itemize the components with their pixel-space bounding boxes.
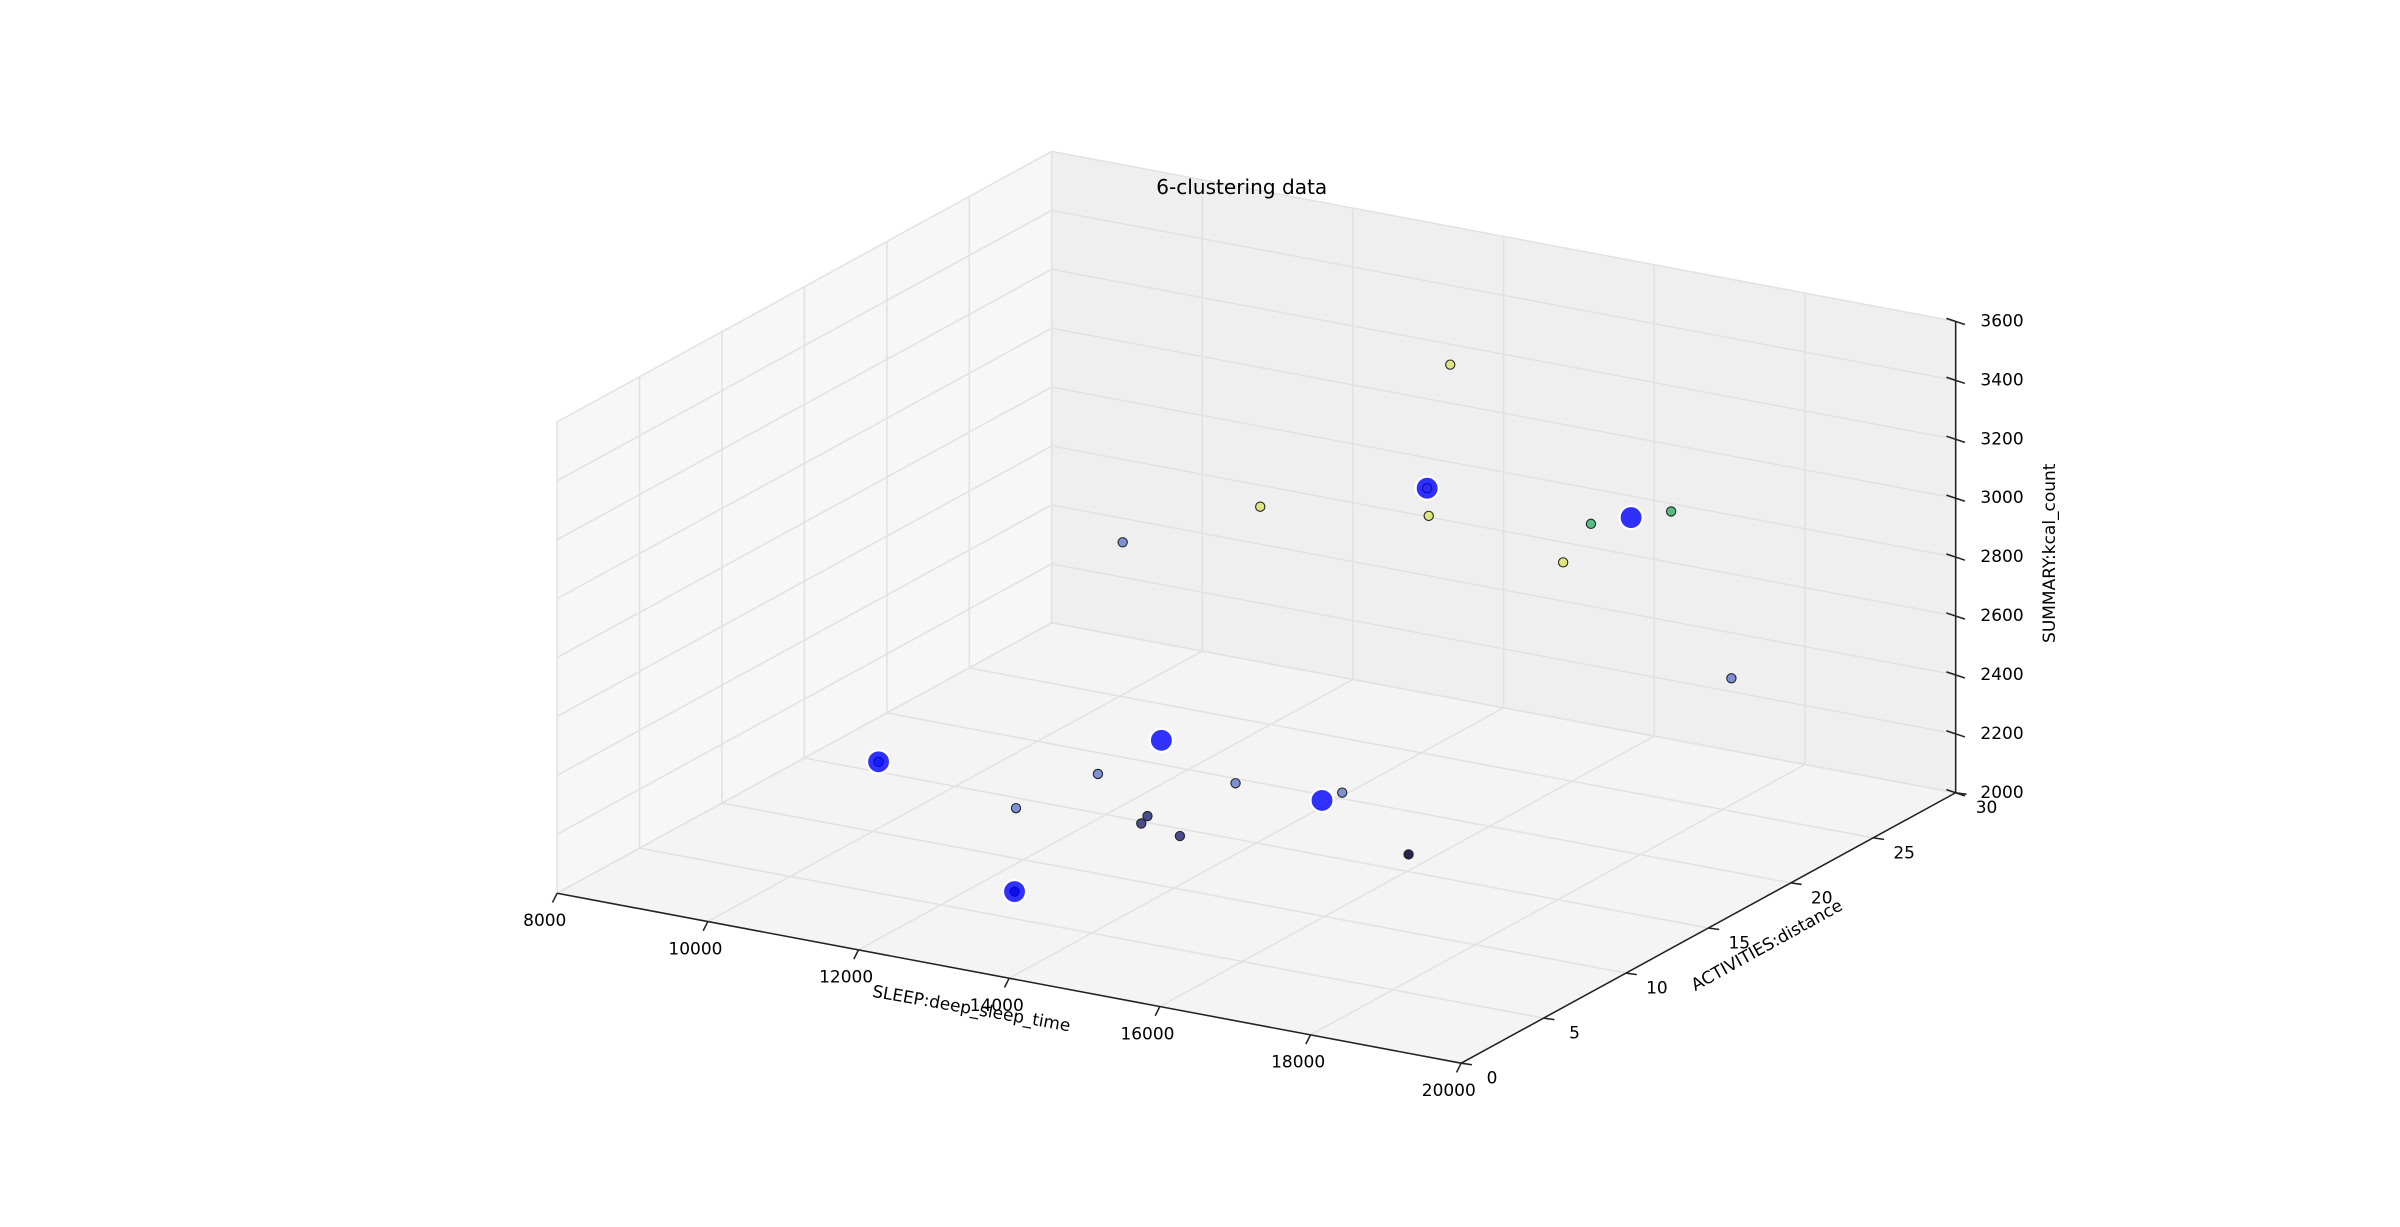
x-tick (551, 892, 558, 903)
x-tick-label: 8000 (523, 911, 566, 931)
data-point (1174, 830, 1186, 842)
x-tick (1305, 1034, 1312, 1045)
x-tick (1003, 977, 1010, 988)
x-tick (853, 949, 860, 960)
points (865, 359, 1737, 905)
data-point (1423, 510, 1434, 522)
z-tick (1946, 553, 1966, 561)
y-tick-label: 30 (1976, 798, 1998, 818)
z-tick (1946, 435, 1966, 444)
x-tick-label: 16000 (1120, 1024, 1174, 1044)
z-tick (1946, 671, 1966, 679)
x-tick-label: 14000 (970, 996, 1024, 1016)
z-tick-label: 3600 (1980, 311, 2023, 331)
z-tick-label: 2400 (1980, 665, 2023, 685)
grid-line (1051, 563, 1956, 735)
data-point (1403, 849, 1414, 860)
y-tick (1625, 972, 1637, 976)
x-tick-label: 20000 (1422, 1081, 1476, 1101)
data-point (1136, 818, 1147, 829)
grid-line (1051, 327, 1956, 499)
x-tick (702, 921, 709, 932)
z-tick (1946, 317, 1966, 326)
grid-line (721, 802, 1627, 974)
grid-line (556, 386, 1053, 659)
grid-line (1051, 504, 1956, 676)
centroid (1001, 878, 1028, 905)
y-tick (1790, 882, 1802, 886)
grid-line (556, 504, 1053, 777)
data-point (1010, 802, 1022, 814)
y-tick-label: 15 (1729, 933, 1751, 953)
y-tick-label: 20 (1811, 888, 1833, 908)
grid-line (556, 622, 1053, 894)
z-axis-label: SUMMARY:kcal_count (2040, 463, 2060, 643)
data-point (1092, 768, 1104, 780)
data-point (1142, 810, 1153, 822)
y-tick-label: 25 (1893, 843, 1915, 863)
z-tick-label: 2800 (1980, 547, 2023, 567)
x-tick-label: 10000 (668, 939, 722, 959)
z-tick (1946, 788, 1966, 797)
grid-line (639, 847, 1544, 1019)
grid-line (1051, 150, 1956, 323)
grid-line (556, 445, 1053, 718)
grid-line (556, 209, 1053, 482)
grid-line (1051, 386, 1956, 558)
data-point (1117, 537, 1128, 548)
data-point (1255, 501, 1266, 512)
data-point (1585, 518, 1597, 530)
y-tick (1708, 927, 1720, 931)
grid-line (556, 268, 1053, 541)
y-tick (1873, 837, 1885, 841)
y-tick-label: 0 (1487, 1069, 1498, 1089)
grid-line (1051, 268, 1956, 441)
z-tick (1946, 494, 1966, 503)
x-tick-label: 18000 (1271, 1053, 1325, 1073)
y-tick-label: 5 (1569, 1024, 1580, 1044)
grid-line (556, 563, 1053, 835)
grid-line (556, 327, 1053, 600)
centroid (1618, 504, 1644, 531)
z-tick (1946, 376, 1966, 385)
grid-line (969, 667, 1874, 839)
panes (557, 151, 1956, 1064)
grid-line (556, 150, 1053, 423)
axes: 8000 10000 12000 14000 16000 18000 20000 0 5 10 15… (523, 311, 2023, 1101)
data-point (1665, 506, 1677, 517)
chart-title: 6-clustering data (1156, 175, 1327, 199)
z-tick-label: 3200 (1980, 429, 2023, 449)
data-point (1445, 359, 1456, 370)
z-tick (1946, 612, 1966, 620)
centroid (1148, 727, 1175, 754)
centroid (1414, 475, 1440, 501)
z-tick-label: 2000 (1980, 783, 2023, 803)
data-point (1230, 778, 1241, 789)
grid-line (804, 757, 1709, 929)
grid-line (1051, 209, 1956, 382)
z-tick (1946, 730, 1966, 738)
centroid (1309, 787, 1335, 814)
y-tick (1543, 1017, 1555, 1021)
z-tick-label: 2200 (1980, 724, 2023, 744)
z-tick-label: 3000 (1980, 488, 2023, 508)
data-point (1726, 673, 1737, 684)
x-tick (1154, 1006, 1161, 1017)
x-axis-label: SLEEP:deep_sleep_time (871, 982, 1072, 1037)
grid-line (1051, 622, 1956, 794)
z-tick-label: 3400 (1980, 370, 2023, 390)
y-tick-label: 10 (1646, 979, 1668, 999)
grid (556, 150, 1957, 1064)
data-point (1557, 557, 1569, 568)
data-point (1337, 787, 1348, 798)
z-tick-label: 2600 (1980, 606, 2023, 626)
centroid (865, 749, 892, 775)
y-tick (1461, 1062, 1473, 1066)
x-tick (1455, 1062, 1462, 1073)
grid-line (886, 712, 1791, 884)
x-tick-label: 12000 (819, 968, 873, 988)
grid-line (1051, 445, 1956, 617)
